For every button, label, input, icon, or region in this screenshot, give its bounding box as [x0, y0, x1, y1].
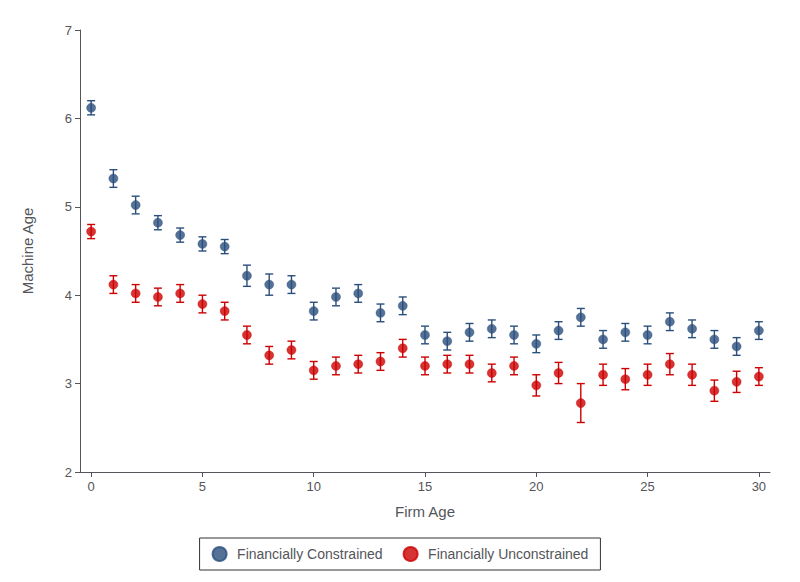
svg-text:0: 0	[88, 479, 95, 494]
svg-text:2: 2	[65, 465, 72, 480]
svg-text:25: 25	[640, 479, 654, 494]
svg-text:Machine Age: Machine Age	[19, 208, 36, 295]
svg-text:Financially Unconstrained: Financially Unconstrained	[428, 546, 588, 562]
svg-text:5: 5	[199, 479, 206, 494]
svg-text:15: 15	[418, 479, 432, 494]
svg-text:20: 20	[529, 479, 543, 494]
svg-text:3: 3	[65, 376, 72, 391]
svg-text:30: 30	[752, 479, 766, 494]
svg-text:6: 6	[65, 111, 72, 126]
svg-text:10: 10	[306, 479, 320, 494]
svg-text:7: 7	[65, 23, 72, 38]
svg-text:5: 5	[65, 199, 72, 214]
svg-text:Firm Age: Firm Age	[395, 503, 455, 520]
svg-text:Financially Constrained: Financially Constrained	[237, 546, 383, 562]
svg-text:4: 4	[65, 288, 72, 303]
